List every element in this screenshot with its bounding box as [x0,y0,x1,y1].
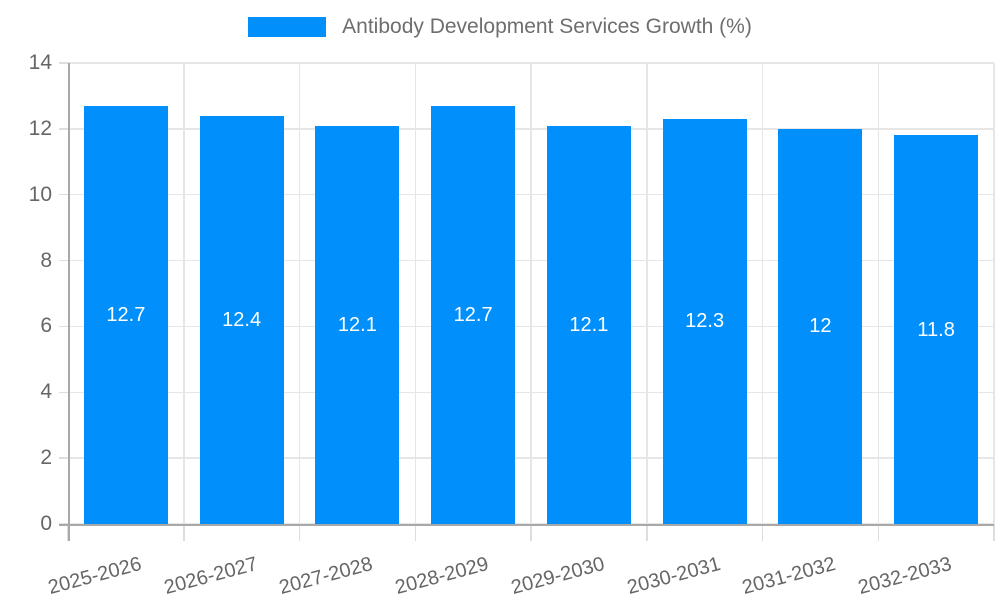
bar[interactable] [778,128,863,524]
x-axis-label: 2025-2026 [45,552,144,599]
x-axis-label: 2031-2032 [740,552,839,599]
y-axis-label: 4 [40,380,52,404]
bar-value-label: 12.7 [453,303,493,326]
legend-swatch [248,17,327,37]
x-axis-tick [183,524,185,541]
v-gridline [761,63,764,524]
legend-item[interactable]: Antibody Development Services Growth (%) [0,14,1000,40]
y-axis-tick [59,62,68,64]
v-gridline [646,63,648,524]
bar-value-label: 11.8 [917,318,955,341]
y-axis-label: 12 [28,116,52,140]
y-axis-label: 10 [28,182,52,206]
y-axis-label: 0 [40,512,52,535]
x-axis-tick [761,524,764,541]
y-axis-tick [59,391,68,394]
x-axis-line [59,524,994,526]
y-axis-label: 14 [28,51,52,74]
v-gridline [414,63,416,524]
bar-value-label: 12.1 [569,313,609,336]
y-axis-tick [59,325,68,328]
y-axis-tick [59,128,68,130]
x-axis-tick [298,524,301,541]
bar-value-label: 12.1 [337,313,377,336]
v-gridline [530,63,532,524]
plot-area: 0 2 4 6 8 10 12 14 12.7 2025-2026 12.4 2026-2027 12.… [29,51,995,599]
x-axis-label: 2032-2033 [855,552,955,599]
y-axis-tick [59,193,68,196]
y-axis-label: 6 [40,314,52,338]
bar[interactable] [315,125,400,524]
bar-value-label: 12.4 [222,308,262,331]
v-gridline [877,63,879,524]
bar[interactable] [662,118,747,524]
y-axis-label: 8 [40,248,52,272]
x-axis-tick [877,524,879,541]
bar-value-label: 12.3 [685,310,725,333]
x-axis-tick [993,524,995,541]
x-axis-tick [646,524,648,541]
bar-value-label: 12.7 [106,303,146,326]
x-axis-label: 2028-2029 [392,552,492,599]
y-axis-label: 2 [40,446,52,470]
x-axis-tick [414,524,416,541]
bar[interactable] [199,115,284,524]
x-axis-label: 2026-2027 [161,552,260,599]
bar[interactable] [546,125,631,524]
y-axis-line [68,63,70,541]
x-axis-label: 2029-2030 [508,552,607,599]
x-axis-label: 2030-2031 [624,552,723,599]
x-axis-label: 2027-2028 [277,552,376,599]
v-gridline [993,63,995,524]
h-gridline [68,62,994,64]
bar[interactable] [894,135,979,524]
v-gridline [183,63,185,524]
v-gridline [298,63,301,524]
bar-value-label: 12 [809,315,832,338]
x-axis-tick [530,524,532,541]
legend-label: Antibody Development Services Growth (%) [342,15,752,38]
y-axis-tick [59,457,68,459]
y-axis-tick [59,259,68,262]
bar[interactable] [431,105,516,524]
bar[interactable] [83,105,168,524]
